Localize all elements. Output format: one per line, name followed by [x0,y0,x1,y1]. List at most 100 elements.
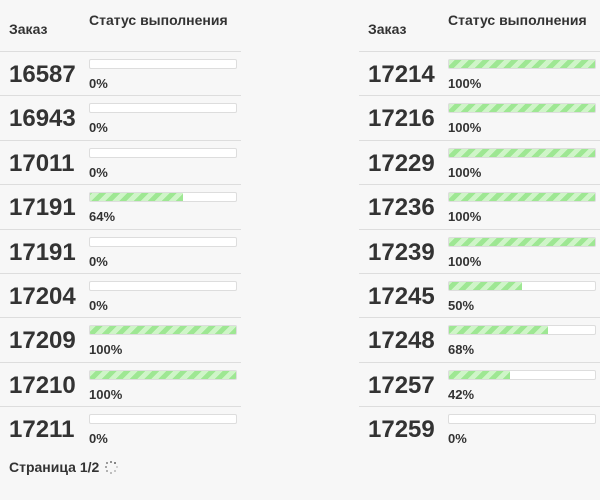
pagination: Страница 1/2 [9,459,118,475]
table-row: 17191 0% [0,230,241,274]
progress-bar [448,103,596,114]
progress-label: 42% [448,386,475,402]
status-cell: 50% [439,274,597,317]
order-number: 17011 [9,149,75,177]
progress-label: 0% [89,297,108,313]
progress-bar-fill [449,237,595,246]
order-number: 17210 [9,371,76,399]
spinner-dot [114,469,117,472]
progress-bar [448,414,596,425]
progress-bar [89,59,237,69]
column-header-order: Заказ [368,21,407,37]
loading-spinner-icon [104,460,118,474]
table-row: 17229 100% [359,141,600,186]
status-cell: 100% [80,318,238,361]
table-row: 17216 100% [359,96,600,141]
status-cell: 0% [80,407,238,451]
status-cell: 0% [80,52,238,95]
status-cell: 100% [439,96,597,139]
order-number: 17229 [368,149,435,177]
table-row: 17011 0% [0,141,241,186]
progress-bar [89,192,237,203]
progress-bar [448,147,596,158]
order-number: 16943 [9,105,76,133]
table-row: 17259 0% [359,407,600,451]
progress-bar-fill [449,148,595,157]
order-number: 17239 [368,238,435,266]
order-number: 17245 [368,282,435,310]
order-number: 17257 [368,371,435,399]
progress-bar-fill [449,104,595,113]
progress-bar-fill [449,281,522,290]
progress-label: 100% [89,386,123,402]
progress-label: 0% [89,164,108,180]
status-cell: 0% [80,230,238,273]
table-body: 16587 0% 16943 0% 17011 0% 17191 64% 17191 0% 1720… [0,52,241,452]
status-cell: 64% [80,185,238,228]
table-row: 16943 0% [0,96,241,141]
table-row: 17248 68% [359,318,600,363]
progress-bar [89,280,237,291]
status-cell: 0% [80,96,238,139]
progress-bar-fill [449,60,595,68]
progress-label: 100% [448,253,482,269]
progress-bar [448,369,596,380]
progress-label: 64% [89,209,116,225]
status-cell: 100% [439,185,597,228]
progress-bar-fill [449,370,511,379]
status-cell: 100% [439,52,597,95]
progress-bar [448,59,596,69]
column-header-status: Статус выполнения [89,12,228,28]
progress-bar-fill [449,326,549,335]
table-body: 17214 100% 17216 100% 17229 100% 17236 100% 1723… [359,52,600,452]
progress-bar [448,192,596,203]
progress-bar-fill [90,193,184,202]
order-number: 17216 [368,105,435,133]
progress-bar [89,325,237,336]
order-number: 17204 [9,282,76,310]
orders-table-right: Заказ Статус выполнения 17214 100% 17216 10… [359,0,600,452]
table-row: 17211 0% [0,407,241,451]
spinner-dot [106,462,109,465]
progress-bar [448,280,596,291]
progress-bar-fill [90,370,236,379]
progress-bar [89,414,237,425]
spinner-dot [104,466,107,468]
table-row: 17204 0% [0,274,241,319]
order-number: 17191 [9,238,76,266]
progress-bar [89,147,237,158]
progress-bar-fill [90,326,236,335]
page-indicator: Страница 1/2 [9,459,100,475]
spinner-dot [115,466,118,468]
table-row: 17209 100% [0,318,241,363]
table-header: Заказ Статус выполнения [0,0,241,52]
status-cell: 42% [439,363,597,406]
order-number: 17209 [9,327,76,355]
column-header-status: Статус выполнения [448,12,587,28]
table-row: 17257 42% [359,363,600,408]
progress-label: 68% [448,342,475,358]
table-row: 16587 0% [0,52,241,97]
progress-label: 100% [448,209,482,225]
orders-table-left: Заказ Статус выполнения 16587 0% 16943 0% 17… [0,0,241,452]
progress-label: 0% [89,120,108,136]
progress-bar [448,236,596,247]
progress-label: 0% [89,76,108,91]
order-number: 17191 [9,194,76,222]
progress-label: 100% [448,120,482,136]
status-cell: 0% [80,141,238,184]
order-number: 17259 [368,416,435,444]
progress-bar [89,103,237,114]
order-number: 17211 [9,416,75,444]
table-row: 17236 100% [359,185,600,230]
progress-label: 100% [89,342,123,358]
order-number: 17236 [368,194,435,222]
order-number: 17248 [368,327,435,355]
status-cell: 0% [439,407,597,451]
progress-label: 0% [89,431,108,447]
table-row: 17239 100% [359,230,600,274]
status-cell: 100% [80,363,238,406]
progress-label: 100% [448,76,482,91]
table-header: Заказ Статус выполнения [359,0,600,52]
